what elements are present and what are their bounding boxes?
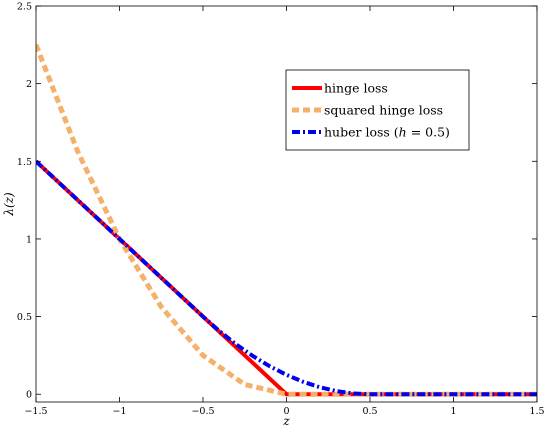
x-tick-label: 0 <box>283 406 289 417</box>
x-tick-label: 1.5 <box>529 406 544 417</box>
x-tick-label: −1 <box>112 406 126 417</box>
legend-label-var: h <box>399 125 407 140</box>
x-tick-label: 0.5 <box>362 406 377 417</box>
x-tick-label: −0.5 <box>191 406 214 417</box>
legend-label-3: huber loss (h = 0.5) <box>324 125 450 140</box>
legend: hinge loss squared hinge loss huber loss (… <box>285 69 470 151</box>
y-tick-label: 1 <box>26 234 32 245</box>
plot-area <box>36 6 537 402</box>
legend-label-part: huber loss ( <box>324 125 399 140</box>
x-tick-label: −1.5 <box>24 406 47 417</box>
y-tick-label: 2 <box>26 79 32 90</box>
y-tick-label: 0.5 <box>17 312 32 323</box>
legend-label-part: = 0.5) <box>407 125 450 140</box>
series-layer <box>36 43 537 397</box>
x-axis-label: z <box>282 414 290 428</box>
x-tick-label: 1 <box>450 406 456 417</box>
y-tick-label: 0 <box>26 390 32 401</box>
y-axis-label: λ(z) <box>2 192 16 217</box>
plot-background <box>36 6 537 402</box>
legend-label-1: hinge loss <box>324 81 388 96</box>
y-tick-label: 2.5 <box>17 2 32 13</box>
series-line-2 <box>36 43 537 397</box>
y-tick-label: 1.5 <box>17 157 32 168</box>
legend-label-2: squared hinge loss <box>324 103 443 118</box>
series-line-3 <box>36 159 537 397</box>
